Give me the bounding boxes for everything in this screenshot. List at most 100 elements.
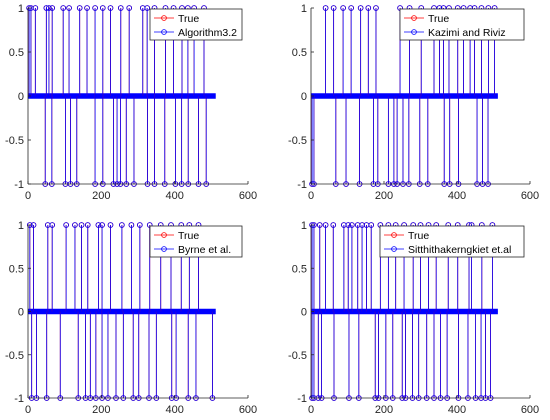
- estimate-marker: [359, 222, 365, 228]
- legend-marker: [161, 15, 167, 21]
- y-tick-label: 0.5: [9, 47, 24, 59]
- estimate-marker: [330, 5, 337, 11]
- estimate-marker: [340, 5, 346, 11]
- estimate-marker: [76, 5, 83, 11]
- estimate-marker: [49, 5, 55, 11]
- estimate-marker: [107, 5, 114, 11]
- x-tick-label: 200: [375, 190, 393, 202]
- legend: True Kazimi and Riviz: [399, 8, 525, 41]
- estimate-marker: [27, 222, 33, 228]
- estimate-marker: [84, 5, 90, 11]
- y-tick-label: 0: [18, 91, 24, 103]
- estimate-marker: [126, 5, 132, 11]
- y-tick-label: -1: [14, 393, 24, 405]
- estimate-marker: [46, 5, 52, 11]
- x-tick-label: 600: [239, 190, 257, 202]
- legend-entry-label: True: [178, 230, 199, 242]
- y-tick-label: -0.5: [5, 135, 24, 147]
- legend-box: [379, 225, 525, 258]
- estimate-marker: [309, 222, 315, 228]
- legend-entry-label: Kazimi and Riviz: [428, 27, 506, 39]
- y-tick-label: -1: [297, 393, 307, 405]
- y-tick-label: 0.5: [292, 263, 307, 275]
- x-tick-label: 400: [448, 404, 466, 416]
- panel-1: -1 -0.5 0 0.5 1 0 200 400 600 True Algorithm3.2: [5, 3, 257, 202]
- estimate-marker: [84, 222, 91, 228]
- x-tick-label: 200: [92, 404, 110, 416]
- y-tick-label: -1: [297, 179, 307, 191]
- x-tick-label: 400: [165, 190, 183, 202]
- y-tick-label: 1: [18, 3, 24, 15]
- y-tick-label: 0.5: [292, 47, 307, 59]
- y-tick-label: -0.5: [5, 350, 24, 362]
- estimate-marker: [119, 222, 125, 228]
- estimate-marker: [349, 222, 355, 228]
- legend-marker: [161, 246, 167, 252]
- x-tick-label: 0: [308, 404, 314, 416]
- legend-box: [149, 225, 243, 258]
- panel-2: -1 -0.5 0 0.5 1 0 200 400 600 True Kazimi and Rivi…: [288, 3, 539, 202]
- estimate-marker: [107, 222, 114, 228]
- y-tick-label: 0.5: [9, 263, 24, 275]
- x-tick-label: 600: [521, 404, 539, 416]
- y-tick-label: 0: [18, 307, 24, 319]
- legend: True Byrne et al.: [149, 225, 243, 258]
- y-tick-label: 1: [301, 220, 307, 232]
- estimate-marker: [341, 222, 347, 228]
- x-tick-label: 400: [165, 404, 183, 416]
- estimate-marker: [63, 222, 69, 228]
- panel-3: -1 -0.5 0 0.5 1 0 200 400 600 True Byrne et al.: [5, 220, 257, 416]
- estimate-marker: [322, 5, 329, 11]
- estimate-marker: [322, 222, 329, 228]
- estimate-marker: [137, 222, 143, 228]
- x-tick-label: 0: [25, 404, 31, 416]
- y-tick-label: 0: [301, 307, 307, 319]
- panel-4: -1 -0.5 0 0.5 1 0 200 400 600 True Sitthithakerngk…: [288, 220, 539, 416]
- estimate-marker: [345, 222, 352, 228]
- estimate-marker: [92, 5, 98, 11]
- legend-box: [399, 8, 525, 41]
- estimate-marker: [117, 5, 124, 11]
- estimate-marker: [330, 222, 337, 228]
- x-tick-label: 200: [375, 404, 393, 416]
- y-tick-label: -0.5: [288, 350, 307, 362]
- legend-entry-label: True: [408, 230, 429, 242]
- x-tick-label: 0: [308, 190, 314, 202]
- estimate-marker: [60, 5, 66, 11]
- legend-entry-label: Algorithm3.2: [178, 27, 237, 39]
- y-tick-label: -1: [14, 179, 24, 191]
- legend-marker: [391, 232, 397, 238]
- estimate-marker: [128, 222, 135, 228]
- estimate-marker: [365, 5, 372, 11]
- legend-entry-label: Sitthithakerngkiet et.al: [408, 244, 511, 256]
- estimate-marker: [373, 5, 379, 11]
- estimate-marker: [72, 222, 78, 228]
- estimate-marker: [78, 222, 85, 228]
- legend-entry-label: True: [178, 13, 199, 25]
- legend-marker: [161, 232, 167, 238]
- x-tick-label: 600: [521, 190, 539, 202]
- estimate-marker: [316, 222, 323, 228]
- legend-marker: [411, 29, 417, 35]
- legend-entry-label: True: [428, 13, 449, 25]
- estimate-marker: [26, 5, 32, 11]
- estimate-marker: [32, 5, 39, 11]
- y-tick-label: 1: [18, 220, 24, 232]
- estimate-marker: [348, 5, 354, 11]
- y-tick-label: 0: [301, 91, 307, 103]
- estimate-marker: [354, 222, 361, 228]
- x-tick-label: 400: [448, 190, 466, 202]
- x-tick-label: 600: [239, 404, 257, 416]
- legend-marker: [391, 246, 397, 252]
- estimate-marker: [357, 5, 364, 11]
- estimate-marker: [100, 5, 106, 11]
- estimate-marker: [144, 5, 150, 11]
- estimate-marker: [49, 222, 55, 228]
- legend: True Sitthithakerngkiet et.al: [379, 225, 525, 258]
- legend: True Algorithm3.2: [149, 8, 243, 41]
- y-tick-label: 1: [301, 3, 307, 15]
- x-tick-label: 200: [92, 190, 110, 202]
- estimate-marker: [30, 222, 37, 228]
- legend-box: [149, 8, 243, 41]
- legend-marker: [411, 15, 417, 21]
